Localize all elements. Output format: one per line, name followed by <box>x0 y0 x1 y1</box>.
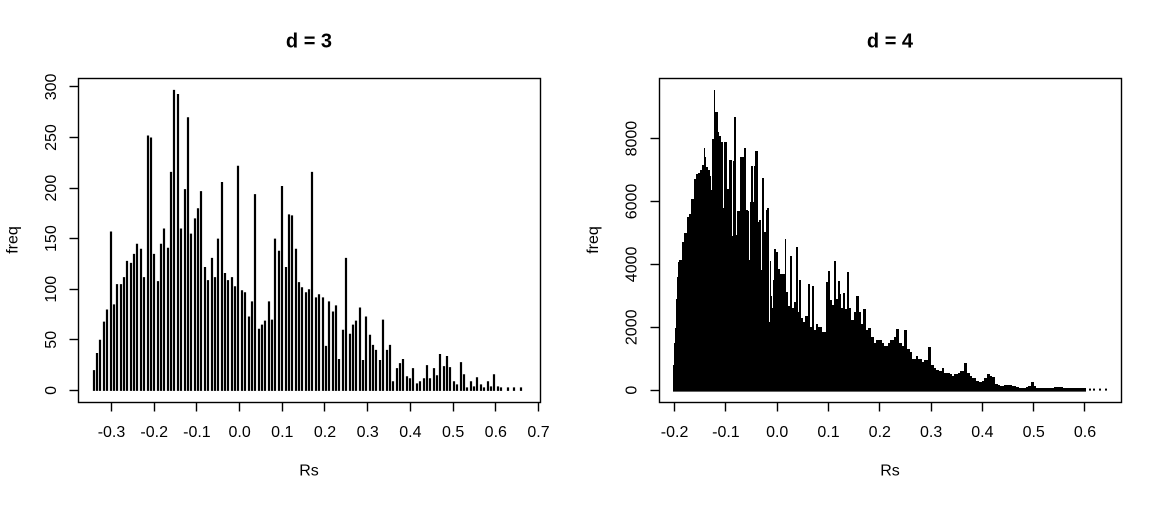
svg-text:Rs: Rs <box>880 463 900 480</box>
svg-text:-0.1: -0.1 <box>712 424 740 441</box>
svg-text:0.0: 0.0 <box>228 424 250 441</box>
svg-text:8000: 8000 <box>624 121 641 157</box>
svg-text:0: 0 <box>43 386 60 395</box>
svg-text:100: 100 <box>43 276 60 303</box>
svg-text:300: 300 <box>43 73 60 100</box>
svg-text:150: 150 <box>43 225 60 252</box>
svg-text:0.3: 0.3 <box>357 424 379 441</box>
svg-text:0.6: 0.6 <box>1074 424 1096 441</box>
svg-text:0.4: 0.4 <box>399 424 421 441</box>
svg-text:50: 50 <box>43 331 60 349</box>
svg-text:250: 250 <box>43 124 60 151</box>
svg-text:4000: 4000 <box>624 247 641 283</box>
svg-text:2000: 2000 <box>624 309 641 345</box>
svg-text:-0.1: -0.1 <box>183 424 211 441</box>
svg-text:0: 0 <box>624 386 641 395</box>
svg-text:0.2: 0.2 <box>869 424 891 441</box>
svg-text:0.1: 0.1 <box>817 424 839 441</box>
svg-text:0.4: 0.4 <box>971 424 993 441</box>
svg-text:freq: freq <box>5 226 22 254</box>
svg-text:0.5: 0.5 <box>442 424 464 441</box>
svg-text:0.7: 0.7 <box>527 424 549 441</box>
svg-text:-0.2: -0.2 <box>140 424 168 441</box>
svg-text:0.1: 0.1 <box>271 424 293 441</box>
svg-text:d = 4: d = 4 <box>867 31 914 53</box>
svg-text:200: 200 <box>43 175 60 202</box>
svg-text:-0.3: -0.3 <box>98 424 126 441</box>
svg-text:d = 3: d = 3 <box>286 31 332 53</box>
svg-text:0.0: 0.0 <box>766 424 788 441</box>
svg-text:0.2: 0.2 <box>314 424 336 441</box>
svg-text:Rs: Rs <box>299 463 319 480</box>
svg-text:0.3: 0.3 <box>920 424 942 441</box>
svg-text:freq: freq <box>585 226 602 254</box>
svg-text:0.6: 0.6 <box>485 424 507 441</box>
svg-text:0.5: 0.5 <box>1023 424 1045 441</box>
svg-text:-0.2: -0.2 <box>661 424 689 441</box>
svg-text:6000: 6000 <box>624 184 641 220</box>
